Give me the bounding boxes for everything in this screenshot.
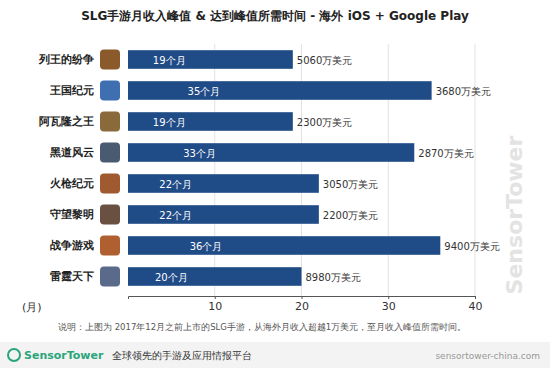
y-tick: 守望黎明 xyxy=(50,208,96,221)
data-labels: 19个月 5060万美元 35个月 3680万美元 19个月 2300万美元 33个月 287… xyxy=(153,55,500,283)
game-icon xyxy=(100,267,120,287)
x-tick: 10 xyxy=(208,296,222,313)
game-icon xyxy=(100,236,120,256)
data-label: 36个月 xyxy=(190,241,223,252)
y-axis: 列王的纷争王国纪元阿瓦隆之王黑道风云火枪纪元守望黎明战争游戏雷霆天下 xyxy=(38,53,96,283)
grid-line xyxy=(475,44,476,296)
watermark: SensorTower xyxy=(502,135,527,294)
data-label: 19个月 xyxy=(153,117,186,128)
x-tick-label: 30 xyxy=(382,300,396,313)
x-tick-label: 20 xyxy=(295,300,309,313)
data-label: 22个月 xyxy=(159,179,192,190)
bar xyxy=(128,81,432,100)
x-tick-label: 10 xyxy=(208,300,222,313)
revenue-label: 8980万美元 xyxy=(306,272,361,283)
y-tick: 阿瓦隆之王 xyxy=(39,115,96,128)
x-tick: 20 xyxy=(295,296,309,313)
y-tick: 黑道风云 xyxy=(49,146,96,159)
x-tick-line xyxy=(302,296,303,299)
x-tick: 40 xyxy=(469,296,483,313)
y-tick-label: 战争游戏 xyxy=(50,239,94,252)
bar xyxy=(128,112,293,131)
chart: SensorTower SLG手游月收入峰值 & 达到峰值所需时间 - 海外 iO… xyxy=(0,0,550,368)
footer-bg xyxy=(0,342,550,368)
y-tick-label: 黑道风云 xyxy=(49,146,94,159)
game-icon xyxy=(100,174,120,194)
footer-logo xyxy=(8,349,20,361)
x-axis: 10 20 30 40 xyxy=(129,296,483,313)
game-icon xyxy=(100,81,120,101)
y-tick-label: 列王的纷争 xyxy=(38,53,94,66)
game-icon xyxy=(100,112,120,132)
y-tick-label: 守望黎明 xyxy=(50,208,94,221)
y-tick: 王国纪元 xyxy=(49,84,96,97)
x-tick-line xyxy=(215,296,216,299)
note: 说明：上图为 2017年12月之前上市的SLG手游，从海外月收入超越1万美元，至… xyxy=(58,322,466,332)
bar xyxy=(128,236,440,255)
revenue-label: 5060万美元 xyxy=(297,55,352,66)
footer-brand: SensorTower xyxy=(24,349,104,362)
bar xyxy=(128,174,319,193)
bar xyxy=(128,267,302,286)
revenue-label: 2300万美元 xyxy=(297,117,352,128)
y-tick-label: 王国纪元 xyxy=(49,84,94,97)
revenue-label: 9400万美元 xyxy=(444,241,499,252)
title: SLG手游月收入峰值 & 达到峰值所需时间 - 海外 iOS + Google … xyxy=(81,9,469,23)
background xyxy=(0,0,550,368)
x-tick-line xyxy=(388,296,389,299)
data-label: 35个月 xyxy=(188,86,221,97)
x-tick-line xyxy=(475,296,476,299)
x-axis-title: (月) xyxy=(22,301,42,314)
y-tick-label: 雷霆天下 xyxy=(50,270,94,283)
revenue-label: 3680万美元 xyxy=(436,86,491,97)
y-tick: 战争游戏 xyxy=(50,239,96,252)
y-tick: 列王的纷争 xyxy=(38,53,96,66)
x-axis-line xyxy=(129,297,476,300)
x-tick: 30 xyxy=(382,296,396,313)
y-tick: 雷霆天下 xyxy=(50,270,96,283)
bar xyxy=(128,143,414,162)
data-label: 19个月 xyxy=(153,55,186,66)
y-tick: 火枪纪元 xyxy=(50,177,96,190)
game-icon xyxy=(100,205,120,225)
data-label: 22个月 xyxy=(159,210,192,221)
footer-url: sensortower-china.com xyxy=(435,351,540,361)
game-icon xyxy=(100,143,120,163)
game-icon xyxy=(100,50,120,70)
icons xyxy=(100,50,120,287)
revenue-label: 2200万美元 xyxy=(323,210,378,221)
footer-slogan: 全球领先的手游及应用情报平台 xyxy=(112,350,252,361)
revenue-label: 2870万美元 xyxy=(418,148,473,159)
bars xyxy=(128,50,440,286)
bar xyxy=(128,205,319,224)
bar xyxy=(128,50,293,69)
y-tick-label: 火枪纪元 xyxy=(50,177,94,190)
revenue-label: 3050万美元 xyxy=(323,179,378,190)
data-label: 20个月 xyxy=(155,272,188,283)
x-tick-label: 40 xyxy=(469,300,483,313)
data-label: 33个月 xyxy=(183,148,216,159)
y-tick-label: 阿瓦隆之王 xyxy=(39,115,94,128)
